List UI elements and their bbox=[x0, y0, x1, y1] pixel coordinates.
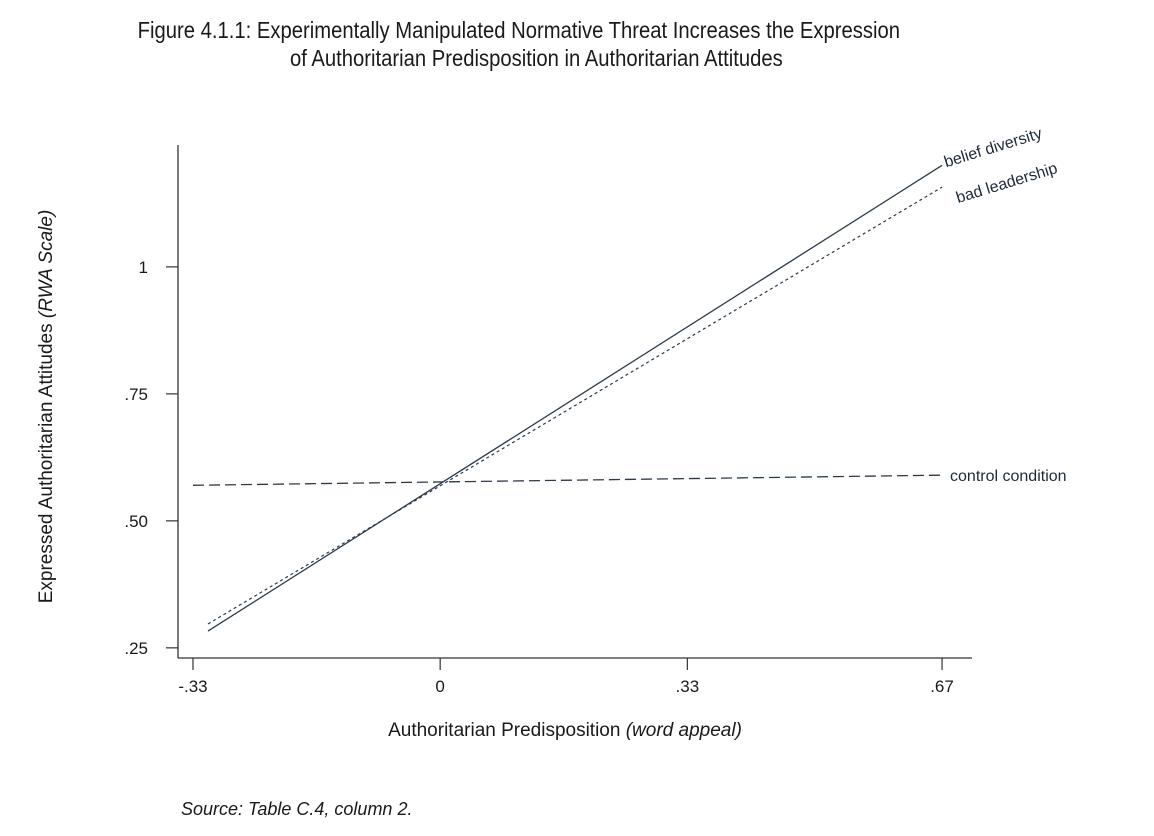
chart-title-line-2: of Authoritarian Predisposition in Autho… bbox=[289, 45, 783, 71]
chart-title-line-1: Figure 4.1.1: Experimentally Manipulated… bbox=[137, 17, 900, 43]
y-tick-label: .25 bbox=[124, 639, 148, 658]
series-label-bad-leadership: bad leadership bbox=[954, 160, 1059, 207]
y-axis-title-main: Expressed Authoritarian Attitudes bbox=[36, 318, 57, 603]
x-axis-title-main: Authoritarian Predisposition bbox=[388, 720, 626, 741]
y-tick-label: 1 bbox=[139, 258, 148, 277]
series-line-bad-leadership bbox=[207, 186, 943, 625]
axes: .25 .50 .75 1 -.33 0 .33 .67 bbox=[124, 145, 972, 696]
y-axis-title-italic: (RWA Scale) bbox=[36, 210, 57, 318]
y-tick-label: .75 bbox=[124, 385, 148, 404]
y-axis-title: Expressed Authoritarian Attitudes (RWA S… bbox=[36, 210, 57, 604]
y-tick-label: .50 bbox=[124, 512, 148, 531]
x-tick-label: .67 bbox=[930, 677, 954, 696]
chart-title: Figure 4.1.1: Experimentally Manipulated… bbox=[61, 16, 976, 72]
x-tick-label: -.33 bbox=[178, 677, 207, 696]
series-line-belief-diversity bbox=[207, 164, 943, 632]
series-lines bbox=[192, 164, 943, 632]
series-label-control-condition: control condition bbox=[950, 468, 1067, 485]
x-axis-title: Authoritarian Predisposition (word appea… bbox=[388, 720, 742, 741]
source-note: Source: Table C.4, column 2. bbox=[181, 799, 413, 819]
x-tick-label: 0 bbox=[435, 677, 444, 696]
series-line-control-condition bbox=[192, 474, 943, 486]
x-axis-title-italic: (word appeal) bbox=[626, 720, 742, 741]
x-tick-label: .33 bbox=[676, 677, 700, 696]
series-label-belief-diversity: belief diversity bbox=[942, 125, 1044, 171]
